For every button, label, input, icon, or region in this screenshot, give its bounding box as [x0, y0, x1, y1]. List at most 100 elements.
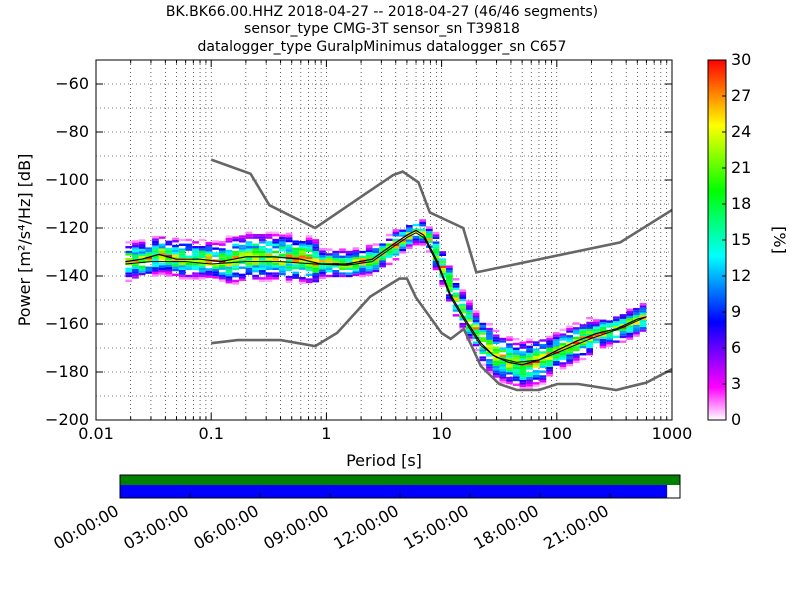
density-cell — [372, 243, 380, 246]
density-cell — [633, 317, 640, 320]
density-cell — [593, 331, 600, 334]
density-cell — [158, 265, 166, 268]
density-cell — [232, 274, 239, 278]
density-cell — [345, 265, 353, 268]
density-cell — [285, 266, 293, 269]
density-cell — [579, 357, 587, 361]
density-cell — [506, 360, 513, 363]
density-cell — [299, 277, 306, 280]
density-cell — [466, 302, 473, 306]
density-cell — [232, 253, 239, 256]
density-cell — [332, 253, 340, 256]
density-cell — [218, 279, 226, 282]
density-cell — [218, 265, 226, 268]
density-cell — [225, 235, 233, 238]
density-cell — [432, 267, 440, 271]
density-cell — [252, 267, 260, 270]
density-cell — [552, 334, 560, 337]
density-cell — [499, 337, 507, 341]
density-cell — [245, 272, 253, 275]
density-cell — [138, 246, 146, 249]
density-cell — [292, 262, 300, 265]
density-cell — [379, 265, 386, 268]
density-cell — [238, 256, 246, 260]
density-cell — [506, 338, 513, 341]
density-cell — [205, 249, 213, 252]
density-cell — [292, 254, 300, 258]
density-cell — [626, 330, 634, 333]
density-cell — [426, 235, 433, 239]
density-cell — [512, 366, 520, 370]
density-cell — [225, 240, 233, 243]
density-cell — [412, 223, 420, 227]
density-cell — [152, 240, 159, 244]
density-cell — [559, 355, 567, 358]
density-cell — [526, 376, 533, 380]
density-cell — [566, 356, 573, 360]
density-cell — [599, 341, 607, 344]
mode-curve — [125, 229, 647, 366]
density-cell — [178, 243, 186, 246]
density-cell — [579, 326, 587, 330]
density-cell — [132, 273, 139, 277]
density-cell — [593, 338, 600, 341]
density-cell — [405, 239, 413, 242]
density-cell — [639, 322, 647, 325]
density-cell — [225, 249, 233, 253]
density-cell — [492, 351, 500, 354]
density-cell — [619, 335, 627, 339]
density-cell — [158, 272, 166, 275]
density-cell — [285, 278, 293, 281]
density-cell — [479, 337, 487, 340]
density-cell — [466, 300, 473, 303]
density-cell — [372, 252, 380, 256]
density-cell — [279, 270, 286, 273]
density-cell — [305, 278, 313, 281]
density-cell — [452, 287, 460, 291]
density-cell — [158, 270, 166, 273]
density-cell — [439, 253, 447, 256]
density-cell — [218, 262, 226, 266]
density-cell — [526, 381, 533, 385]
density-cell — [399, 246, 406, 249]
density-cell — [285, 275, 293, 279]
density-cell — [539, 375, 547, 378]
density-cell — [526, 350, 533, 353]
y-tick-label: −120 — [45, 218, 89, 237]
density-cell — [165, 247, 173, 251]
density-cell — [626, 325, 634, 328]
colorbar-tick-label: 30 — [731, 50, 751, 69]
density-cell — [459, 318, 467, 321]
density-cell — [325, 258, 333, 261]
density-cell — [299, 265, 306, 268]
hour-tick-label: 00:00:00 — [50, 501, 122, 553]
density-cell — [245, 250, 253, 254]
density-cell — [132, 264, 139, 267]
density-cell — [486, 339, 493, 343]
density-cell — [512, 383, 520, 386]
y-axis-ticks: −60 −80 −100 −120 −140 −160 −180 −200 — [45, 74, 672, 429]
density-cell — [299, 245, 306, 249]
density-cell — [279, 236, 286, 240]
density-cell — [238, 259, 246, 262]
density-cell — [639, 329, 647, 332]
density-cell — [359, 267, 366, 271]
density-cell — [499, 376, 507, 379]
density-cell — [466, 305, 473, 308]
density-cell — [152, 262, 159, 265]
density-cell — [492, 368, 500, 371]
density-cell — [192, 272, 199, 275]
density-cell — [452, 309, 460, 312]
density-cell — [379, 245, 386, 249]
density-cell — [172, 249, 179, 253]
density-cell — [178, 238, 186, 242]
density-cell — [252, 270, 260, 273]
density-cell — [299, 243, 306, 246]
density-cell — [225, 269, 233, 272]
coverage-data-band — [120, 485, 668, 498]
density-cell — [165, 262, 173, 265]
density-cell — [259, 246, 266, 249]
density-cell — [492, 363, 500, 366]
density-cell — [359, 262, 366, 266]
density-cell — [412, 240, 420, 243]
